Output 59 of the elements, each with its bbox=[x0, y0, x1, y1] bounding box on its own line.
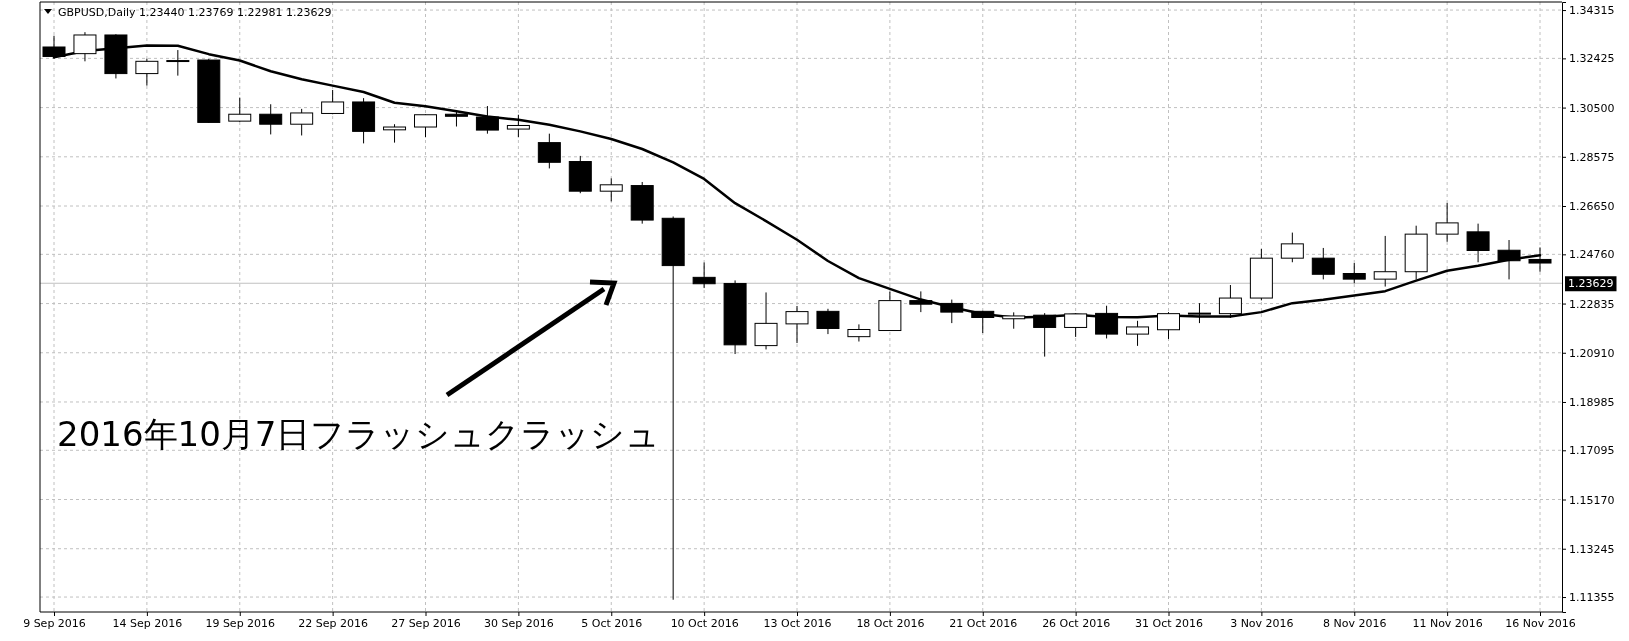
candlestick bbox=[506, 114, 530, 138]
x-tick-label: 13 Oct 2016 bbox=[763, 616, 832, 630]
candlestick bbox=[1342, 262, 1366, 284]
x-tick-label: 19 Sep 2016 bbox=[205, 616, 276, 630]
chart-title: GBPUSD,Daily 1.23440 1.23769 1.22981 1.23629 bbox=[58, 6, 332, 19]
candlestick bbox=[1435, 202, 1459, 243]
candlestick bbox=[414, 113, 437, 138]
y-tick-label: 1.28575 bbox=[1569, 150, 1615, 164]
x-tick-label: 14 Sep 2016 bbox=[112, 616, 183, 630]
candlestick bbox=[847, 323, 871, 343]
x-tick-label: 16 Nov 2016 bbox=[1505, 616, 1576, 630]
x-tick-label: 10 Oct 2016 bbox=[670, 616, 739, 630]
candlestick bbox=[290, 108, 314, 136]
candlestick bbox=[1497, 239, 1521, 280]
y-tick-label: 1.22835 bbox=[1569, 297, 1615, 311]
annotation: 2016年10月7日フラッシュクラッシュ bbox=[57, 414, 661, 454]
y-tick-label: 1.24760 bbox=[1569, 248, 1615, 262]
x-tick-label: 21 Oct 2016 bbox=[949, 616, 1018, 630]
x-tick-label: 30 Sep 2016 bbox=[484, 616, 554, 630]
x-tick-label: 31 Oct 2016 bbox=[1134, 616, 1204, 630]
x-tick-label: 11 Nov 2016 bbox=[1412, 616, 1483, 630]
y-tick-label: 1.17095 bbox=[1569, 444, 1615, 458]
y-tick-label: 1.20910 bbox=[1569, 346, 1615, 360]
candlestick bbox=[1126, 320, 1150, 347]
y-tick-label: 1.18985 bbox=[1569, 396, 1615, 409]
candlestick bbox=[1280, 232, 1304, 263]
x-tick-label: 18 Oct 2016 bbox=[856, 616, 925, 630]
candlestick bbox=[228, 97, 252, 123]
x-tick-label: 9 Sep 2016 bbox=[23, 616, 86, 630]
candlestick bbox=[599, 177, 623, 202]
x-tick-label: 8 Nov 2016 bbox=[1323, 616, 1387, 630]
candlestick bbox=[383, 123, 407, 144]
candlestick bbox=[816, 308, 840, 335]
candlestick bbox=[1373, 235, 1397, 288]
x-tick-label: 27 Sep 2016 bbox=[391, 616, 461, 630]
candlestick bbox=[1311, 247, 1335, 280]
candlestick bbox=[754, 291, 778, 350]
candlestick bbox=[166, 49, 190, 77]
candlestick bbox=[692, 262, 716, 289]
candlestick bbox=[475, 105, 499, 135]
candlestick bbox=[135, 58, 159, 87]
candlestick bbox=[909, 290, 933, 313]
y-tick-label: 1.13245 bbox=[1569, 542, 1615, 556]
x-tick-label: 5 Oct 2016 bbox=[581, 616, 643, 630]
y-tick-label: 1.32425 bbox=[1569, 52, 1615, 66]
candlestick bbox=[321, 89, 345, 115]
x-tick-label: 26 Oct 2016 bbox=[1042, 616, 1111, 630]
ref-line-label: 1.23629 bbox=[1568, 277, 1614, 291]
y-tick-label: 1.34315 bbox=[1569, 4, 1615, 18]
y-tick-label: 1.11355 bbox=[1569, 591, 1615, 605]
y-tick-label: 1.30500 bbox=[1569, 101, 1615, 115]
candlestick bbox=[785, 305, 809, 344]
x-tick-label: 22 Sep 2016 bbox=[298, 616, 368, 630]
candlestick bbox=[537, 133, 561, 169]
x-tick-label: 3 Nov 2016 bbox=[1230, 616, 1294, 630]
y-tick-label: 1.15170 bbox=[1569, 493, 1615, 507]
candlestick bbox=[259, 103, 283, 135]
candlestick bbox=[1466, 223, 1490, 263]
y-tick-label: 1.26650 bbox=[1569, 200, 1615, 214]
